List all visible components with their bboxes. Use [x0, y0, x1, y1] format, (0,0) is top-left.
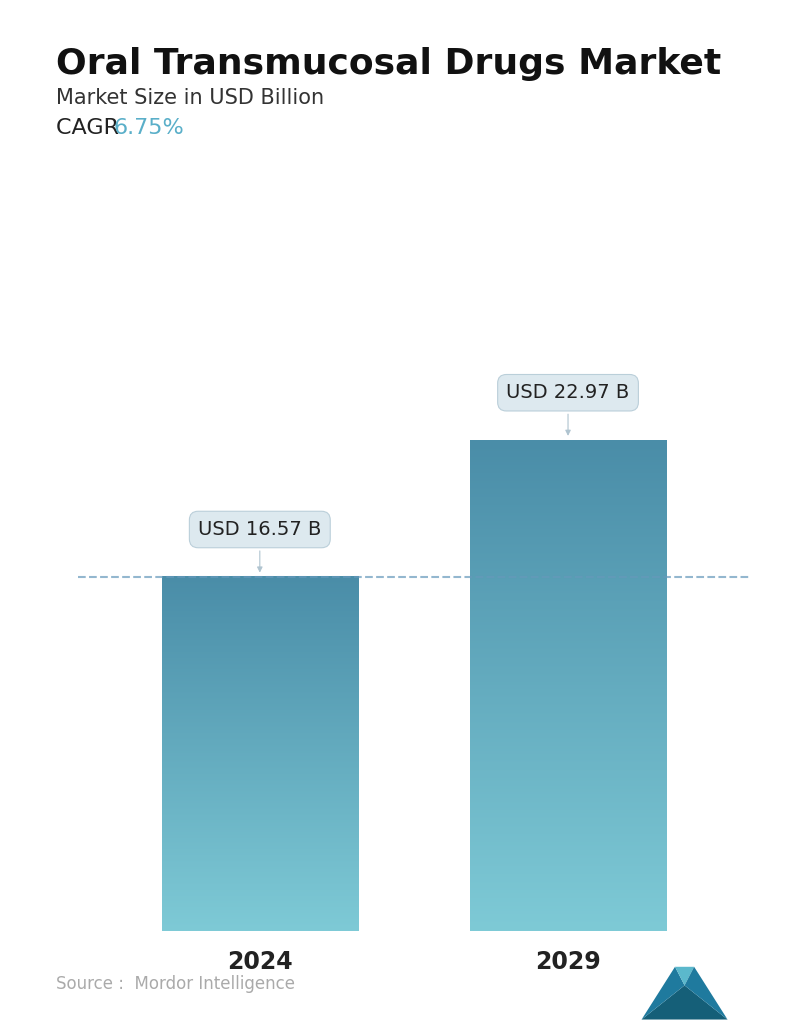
Polygon shape [642, 967, 685, 1020]
Polygon shape [675, 967, 694, 985]
Polygon shape [685, 967, 728, 1020]
Text: Oral Transmucosal Drugs Market: Oral Transmucosal Drugs Market [56, 47, 721, 81]
Text: USD 16.57 B: USD 16.57 B [198, 520, 322, 572]
Text: 6.75%: 6.75% [113, 118, 184, 138]
Text: Source :  Mordor Intelligence: Source : Mordor Intelligence [56, 975, 295, 993]
Text: CAGR: CAGR [56, 118, 126, 138]
Polygon shape [642, 985, 728, 1020]
Text: Market Size in USD Billion: Market Size in USD Billion [56, 88, 324, 108]
Text: USD 22.97 B: USD 22.97 B [506, 384, 630, 434]
